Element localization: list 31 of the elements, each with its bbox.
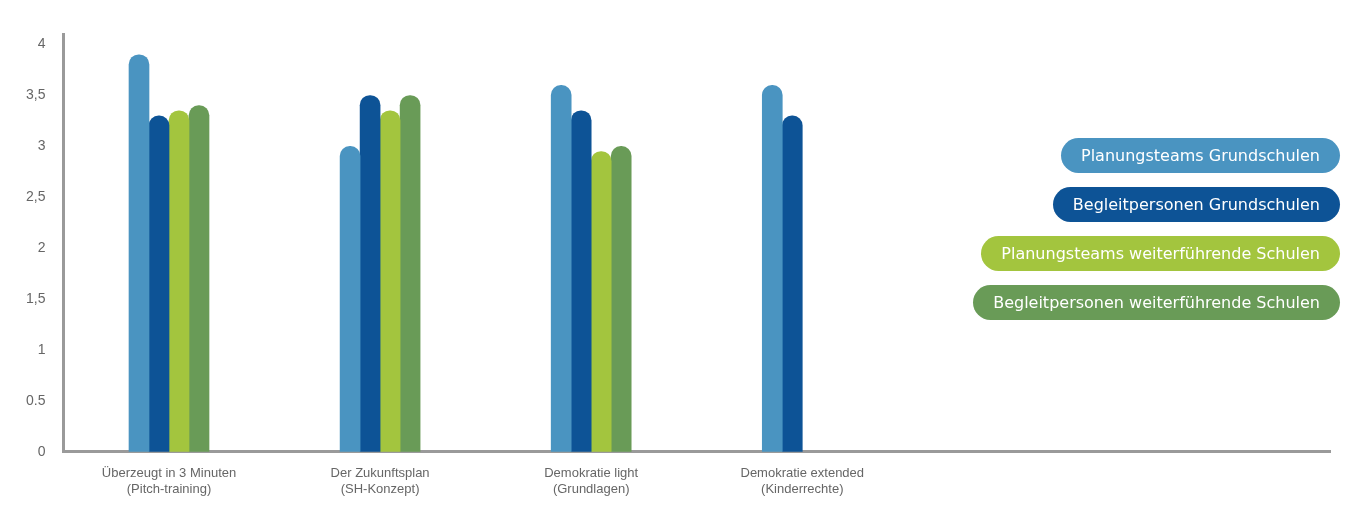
bar <box>570 110 592 452</box>
y-tick-label: 2 <box>37 239 46 256</box>
bar <box>399 95 421 452</box>
x-tick-label: Der Zukunftsplan (SH-Konzept) <box>330 465 430 496</box>
bar <box>550 84 572 452</box>
bar <box>781 115 803 452</box>
x-tick-label: Überzeugt in 3 Minuten (Pitch-training) <box>101 465 237 496</box>
bar <box>188 105 210 452</box>
bar <box>168 110 190 452</box>
y-tick-label: 3 <box>37 137 46 154</box>
y-tick-label: 2,5 <box>25 188 46 205</box>
bar <box>359 95 381 452</box>
y-tick-label: 1 <box>37 340 46 357</box>
y-tick-label: 3,5 <box>25 86 46 103</box>
text: Begleitpersonen weiterführende Schulen <box>973 285 1340 320</box>
text: Planungsteams Grundschulen <box>1061 138 1340 173</box>
bar <box>761 84 783 452</box>
text: Begleitpersonen Grundschulen <box>1052 187 1340 222</box>
bar <box>590 151 612 452</box>
x-tick-label: Demokratie extended (Kinderrechte) <box>740 465 865 496</box>
bar <box>128 54 150 452</box>
bar <box>339 146 361 452</box>
x-tick-label: Demokratie light (Grundlagen) <box>544 465 639 496</box>
bar <box>148 115 170 452</box>
y-tick-label: 0 <box>37 442 46 459</box>
y-tick-label: 4 <box>37 35 46 52</box>
bar <box>379 110 401 452</box>
bar <box>610 146 632 452</box>
y-tick-label: 1,5 <box>25 289 46 306</box>
y-tick-label: 0.5 <box>25 391 46 408</box>
text: Planungsteams weiterführende Schulen <box>981 236 1340 271</box>
